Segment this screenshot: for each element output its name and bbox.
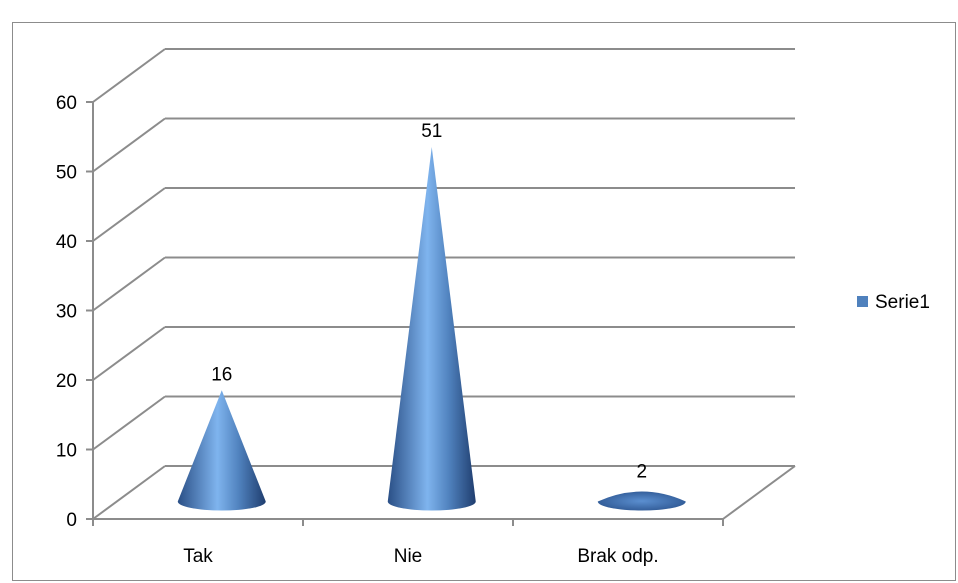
y-axis-ticks: 0 10 20 30 40 50 60 (56, 93, 77, 531)
data-label: 2 (636, 462, 647, 483)
cone-body (387, 147, 476, 511)
legend-swatch (857, 296, 868, 307)
y-tick-label: 10 (56, 441, 77, 462)
y-tick-label: 60 (56, 93, 77, 114)
category-label: Tak (183, 546, 213, 567)
gridline-side (92, 117, 166, 173)
gridlines (92, 48, 795, 520)
y-tick-label: 40 (56, 232, 77, 253)
cone (177, 390, 266, 511)
gridline-side (92, 395, 166, 451)
gridline-side (92, 256, 166, 312)
cone-body (597, 491, 686, 511)
y-tick-label: 50 (56, 163, 77, 184)
data-label: 16 (211, 364, 232, 385)
category-label: Brak odp. (577, 546, 658, 567)
gridline-side (92, 48, 166, 103)
gridline-side (92, 187, 166, 242)
gridline-side (92, 465, 166, 520)
cones (177, 147, 686, 511)
gridline-side (92, 326, 166, 381)
cone-body (177, 390, 266, 511)
y-tick-label: 20 (56, 371, 77, 392)
data-label: 51 (421, 121, 442, 142)
data-labels: 16 51 2 (211, 121, 647, 483)
legend-label: Serie1 (875, 292, 930, 313)
floor-right-edge (722, 465, 796, 520)
cone (387, 147, 476, 511)
chart-area (12, 22, 956, 581)
y-tick-label: 0 (66, 510, 77, 531)
y-tick-label: 30 (56, 302, 77, 323)
legend: Serie1 (857, 292, 930, 313)
cone (597, 491, 686, 511)
category-label: Nie (394, 546, 423, 567)
category-labels: Tak Nie Brak odp. (183, 546, 658, 567)
axes (86, 101, 796, 526)
